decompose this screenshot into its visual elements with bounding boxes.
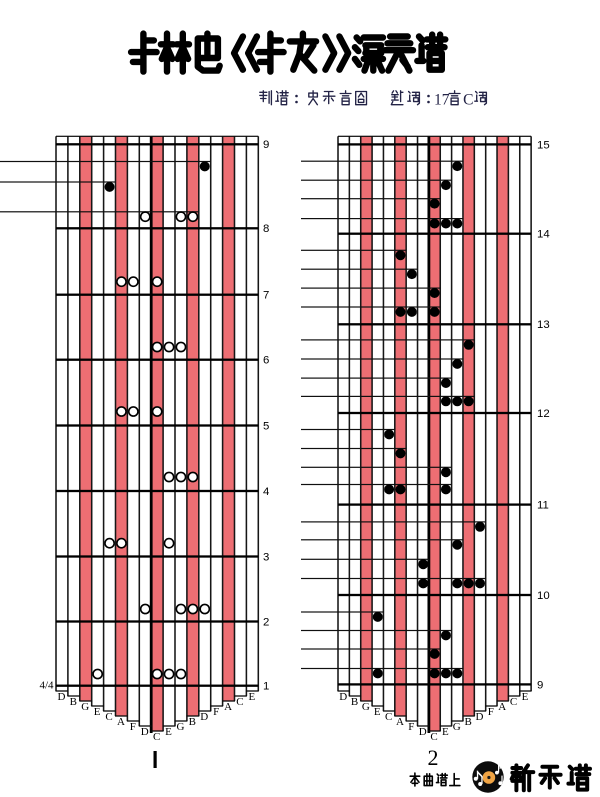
svg-text:3: 3 bbox=[263, 551, 269, 563]
svg-text:E: E bbox=[442, 726, 449, 738]
svg-text:G: G bbox=[176, 721, 184, 733]
svg-text:D: D bbox=[200, 711, 208, 723]
svg-text:C: C bbox=[430, 731, 437, 743]
svg-text:2: 2 bbox=[428, 745, 439, 770]
svg-text:5: 5 bbox=[263, 420, 269, 432]
svg-text:9: 9 bbox=[537, 679, 543, 691]
svg-text:E: E bbox=[374, 706, 381, 718]
svg-text:17: 17 bbox=[434, 92, 450, 109]
svg-text:B: B bbox=[70, 696, 77, 708]
svg-text:13: 13 bbox=[537, 319, 550, 331]
svg-text:F: F bbox=[408, 721, 414, 733]
svg-text:4/4: 4/4 bbox=[39, 680, 54, 692]
svg-text:E: E bbox=[248, 691, 255, 703]
svg-text:E: E bbox=[522, 691, 529, 703]
svg-text:E: E bbox=[165, 726, 172, 738]
svg-text:D: D bbox=[141, 726, 149, 738]
svg-text:6: 6 bbox=[263, 355, 269, 367]
svg-text:10: 10 bbox=[537, 590, 550, 602]
svg-text:12: 12 bbox=[537, 408, 550, 420]
svg-text:C: C bbox=[385, 711, 392, 723]
svg-text:C: C bbox=[463, 92, 473, 109]
svg-text:E: E bbox=[94, 706, 101, 718]
svg-text:A: A bbox=[396, 716, 404, 728]
svg-text:D: D bbox=[339, 691, 347, 703]
svg-text:F: F bbox=[488, 706, 494, 718]
svg-text:8: 8 bbox=[263, 223, 269, 235]
svg-text:A: A bbox=[498, 701, 506, 713]
svg-text:11: 11 bbox=[537, 500, 549, 512]
svg-text:7: 7 bbox=[263, 290, 269, 302]
svg-text:G: G bbox=[453, 721, 461, 733]
svg-text:G: G bbox=[81, 701, 89, 713]
svg-text:C: C bbox=[153, 731, 160, 743]
svg-text:F: F bbox=[130, 721, 136, 733]
svg-text:C: C bbox=[510, 696, 517, 708]
svg-text:2: 2 bbox=[263, 616, 269, 628]
svg-text:B: B bbox=[189, 716, 196, 728]
svg-text:G: G bbox=[362, 701, 370, 713]
svg-text:15: 15 bbox=[537, 139, 550, 151]
svg-text:D: D bbox=[419, 726, 427, 738]
svg-text:1: 1 bbox=[263, 681, 269, 693]
svg-text:B: B bbox=[464, 716, 471, 728]
svg-text:A: A bbox=[224, 701, 232, 713]
svg-text:C: C bbox=[236, 696, 243, 708]
svg-text:D: D bbox=[57, 691, 65, 703]
svg-text:14: 14 bbox=[537, 229, 550, 241]
svg-text:D: D bbox=[476, 711, 484, 723]
svg-text:9: 9 bbox=[263, 139, 269, 151]
svg-text:F: F bbox=[213, 706, 219, 718]
svg-text:A: A bbox=[117, 716, 125, 728]
svg-text:4: 4 bbox=[263, 486, 269, 498]
svg-text:B: B bbox=[351, 696, 358, 708]
svg-text:C: C bbox=[105, 711, 112, 723]
